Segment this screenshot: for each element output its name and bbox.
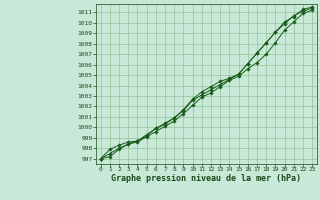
X-axis label: Graphe pression niveau de la mer (hPa): Graphe pression niveau de la mer (hPa) xyxy=(111,174,301,183)
